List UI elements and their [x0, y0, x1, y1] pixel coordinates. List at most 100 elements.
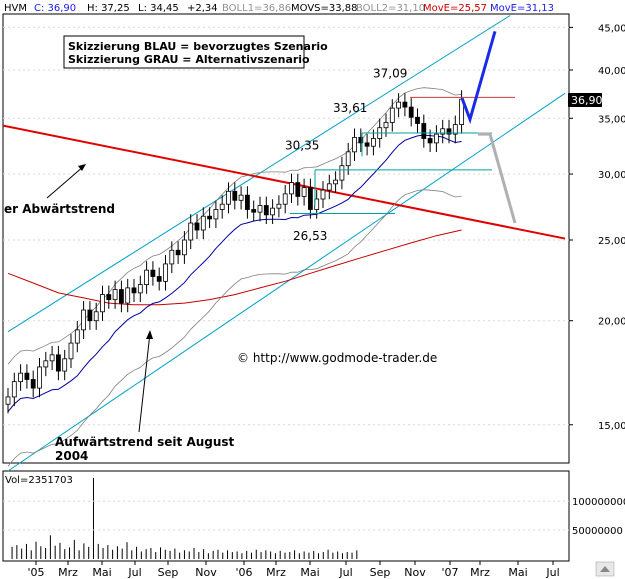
candle-body	[289, 182, 294, 195]
price-axis-label: 35,00	[598, 114, 625, 125]
candle-body	[131, 287, 137, 294]
header-boll2: BOLL2=31,10	[356, 3, 425, 14]
candle-body	[307, 187, 313, 210]
scenario-legend: Skizzierung BLAU = bevorzugtes Szenario …	[63, 35, 328, 69]
time-axis-label: Mrz	[470, 566, 490, 579]
candle-body	[24, 372, 30, 380]
candle-body	[276, 203, 282, 209]
candle-body	[93, 311, 99, 322]
candle-body	[345, 151, 351, 167]
candle-body	[257, 205, 263, 213]
indicator-lines	[7, 87, 462, 467]
candle-body	[446, 128, 452, 135]
downtrend-arrow	[46, 165, 85, 199]
blue-scenario-path	[460, 30, 497, 125]
last-price-text: 36,90	[571, 94, 603, 107]
candle-body	[251, 209, 257, 213]
annotations: er Abwärtstrend Aufwärtstrend seit Augus…	[4, 164, 437, 463]
candle-body	[56, 354, 61, 372]
candle-body	[282, 193, 288, 205]
candle-body	[119, 289, 124, 304]
copyright-link[interactable]: © http://www.godmode-trader.de	[237, 351, 437, 365]
header-ticker: HVM	[4, 3, 27, 14]
time-axis-label: Jul	[127, 566, 141, 579]
time-axis-label: Mrz	[58, 566, 78, 579]
header-bar: HVM C: 36,90 H: 37,25 L: 34,45 +2,34 BOL…	[4, 3, 554, 14]
candle-body	[144, 269, 150, 285]
candle-body	[263, 205, 269, 216]
time-axis-label: Sep	[158, 566, 179, 579]
time-axis-label: '07	[441, 566, 458, 579]
candle-body	[81, 309, 86, 331]
header-movs: MOVS=33,88	[291, 3, 358, 14]
header-high: H: 37,25	[87, 3, 130, 14]
ma-long-line	[7, 229, 462, 306]
candle-body	[5, 396, 11, 405]
candle-body	[175, 249, 181, 256]
candle-body	[213, 209, 219, 220]
price-level-label: 37,09	[373, 66, 407, 80]
candle-body	[421, 123, 427, 139]
candle-body	[440, 128, 446, 135]
price-axis-label: 45,00	[598, 23, 625, 34]
candle-body	[427, 138, 433, 144]
candle-body	[11, 381, 17, 398]
volume-axis: 100000000 50000000	[3, 497, 625, 537]
price-axis: 45,00 40,00 35,00 30,00 25,00 20,00 15,00	[569, 23, 625, 432]
candle-body	[333, 179, 339, 185]
candle-body	[156, 276, 162, 282]
time-axis-label: Sep	[370, 566, 391, 579]
legend-blue: Skizzierung BLAU = bevorzugtes Szenario	[68, 40, 328, 53]
candle-body	[370, 138, 376, 147]
candle-body	[244, 194, 250, 210]
price-axis-label: 15,00	[598, 421, 625, 432]
candle-body	[112, 289, 118, 301]
candle-body	[30, 379, 36, 389]
candle-body	[320, 189, 326, 200]
time-axis-label: Nov	[195, 566, 217, 579]
time-axis-label: '05	[27, 566, 44, 579]
time-axis-label: Mai	[92, 566, 111, 579]
header-boll1: BOLL1=36,86	[222, 3, 291, 14]
downtrend-arrowhead	[78, 164, 86, 171]
candle-body	[326, 183, 332, 191]
candle-body	[181, 239, 187, 256]
price-level-label: 26,53	[293, 229, 327, 243]
candle-body	[396, 101, 402, 109]
channel-lower-line	[7, 92, 566, 472]
candle-body	[415, 116, 420, 124]
candle-body	[219, 203, 225, 210]
candle-body	[100, 294, 105, 313]
candle-body	[74, 329, 80, 344]
candlestick-series	[5, 90, 465, 414]
candle-body	[301, 187, 307, 197]
candle-body	[364, 142, 370, 147]
volume-bars: Vol=2351703	[5, 475, 358, 559]
channel-upper-line	[7, 15, 511, 333]
last-price-tag: 36,90	[568, 93, 603, 107]
candle-body	[68, 342, 74, 360]
candle-body	[352, 136, 357, 153]
price-axis-label: 40,00	[598, 66, 625, 77]
candle-body	[62, 358, 68, 372]
header-move2: MovE=31,13	[490, 3, 554, 14]
time-axis-label: Mai	[508, 566, 527, 579]
candle-body	[226, 190, 231, 205]
time-axis-label: Jul	[338, 566, 352, 579]
volume-axis-label: 50000000	[572, 526, 623, 537]
bollinger-lower	[7, 189, 462, 467]
candle-body	[169, 249, 175, 265]
candle-body	[18, 372, 24, 383]
uptrend-arrowhead	[146, 330, 153, 339]
last-price-box	[568, 93, 602, 107]
candle-body	[232, 190, 238, 201]
volume-label: Vol=2351703	[5, 475, 73, 486]
price-panel-frame	[2, 13, 570, 464]
volume-axis-label: 100000000	[572, 497, 625, 508]
uptrend-label: Aufwärtstrend seit August	[55, 435, 235, 449]
candle-body	[37, 366, 42, 389]
time-axis-label: Mrz	[266, 566, 286, 579]
time-axis-label: Mai	[300, 566, 319, 579]
uptrend-year: 2004	[55, 449, 88, 463]
